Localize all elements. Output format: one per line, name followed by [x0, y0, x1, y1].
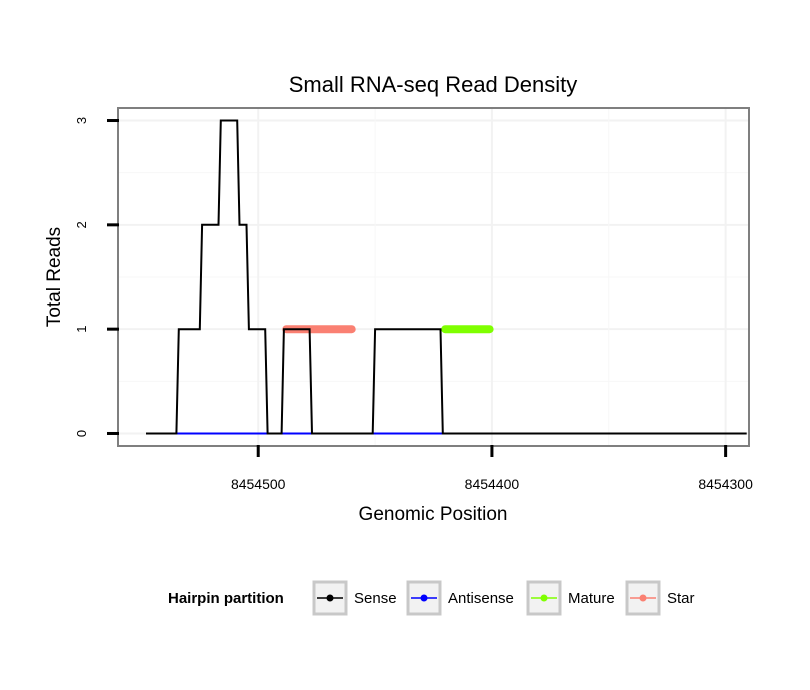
legend-key-point: [420, 594, 428, 602]
legend: Hairpin partition Sense Antisense Mature St…: [168, 580, 695, 616]
y-tick-label: 2: [74, 221, 89, 228]
y-tick-label: 0: [74, 430, 89, 437]
legend-label: Antisense: [448, 590, 514, 607]
legend-label: Star: [667, 590, 695, 607]
legend-item-sense: Sense: [312, 580, 397, 616]
plot-panel-border: [117, 107, 750, 447]
series: [146, 119, 747, 435]
grid: [118, 108, 749, 446]
legend-item-antisense: Antisense: [406, 580, 514, 616]
x-tick-label: 8454400: [465, 476, 520, 492]
legend-item-star: Star: [625, 580, 695, 616]
legend-label: Sense: [354, 590, 397, 607]
legend-label: Mature: [568, 590, 615, 607]
y-tick-label: 1: [74, 326, 89, 333]
x-tick-label: 8454300: [698, 476, 753, 492]
legend-item-mature: Mature: [526, 580, 615, 616]
chart-title: Small RNA-seq Read Density: [289, 72, 578, 97]
x-axis-label: Genomic Position: [359, 504, 508, 525]
legend-key-point: [639, 594, 647, 602]
legend-title: Hairpin partition: [168, 590, 284, 607]
legend-key-point: [326, 594, 334, 602]
y-tick-label: 3: [74, 117, 89, 124]
legend-key-point: [540, 594, 548, 602]
y-axis-label: Total Reads: [44, 227, 65, 327]
axes: 0 1 2 3 8454500 8454400 8454300: [74, 117, 753, 492]
series-sense: [146, 119, 747, 435]
x-tick-label: 8454500: [231, 476, 286, 492]
